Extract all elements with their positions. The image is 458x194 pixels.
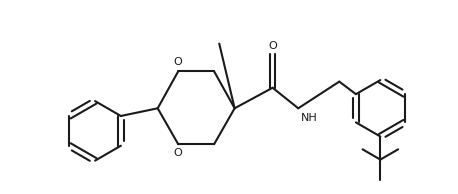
Text: NH: NH: [301, 113, 317, 123]
Text: O: O: [174, 148, 183, 158]
Text: O: O: [268, 41, 277, 51]
Text: O: O: [174, 57, 183, 67]
